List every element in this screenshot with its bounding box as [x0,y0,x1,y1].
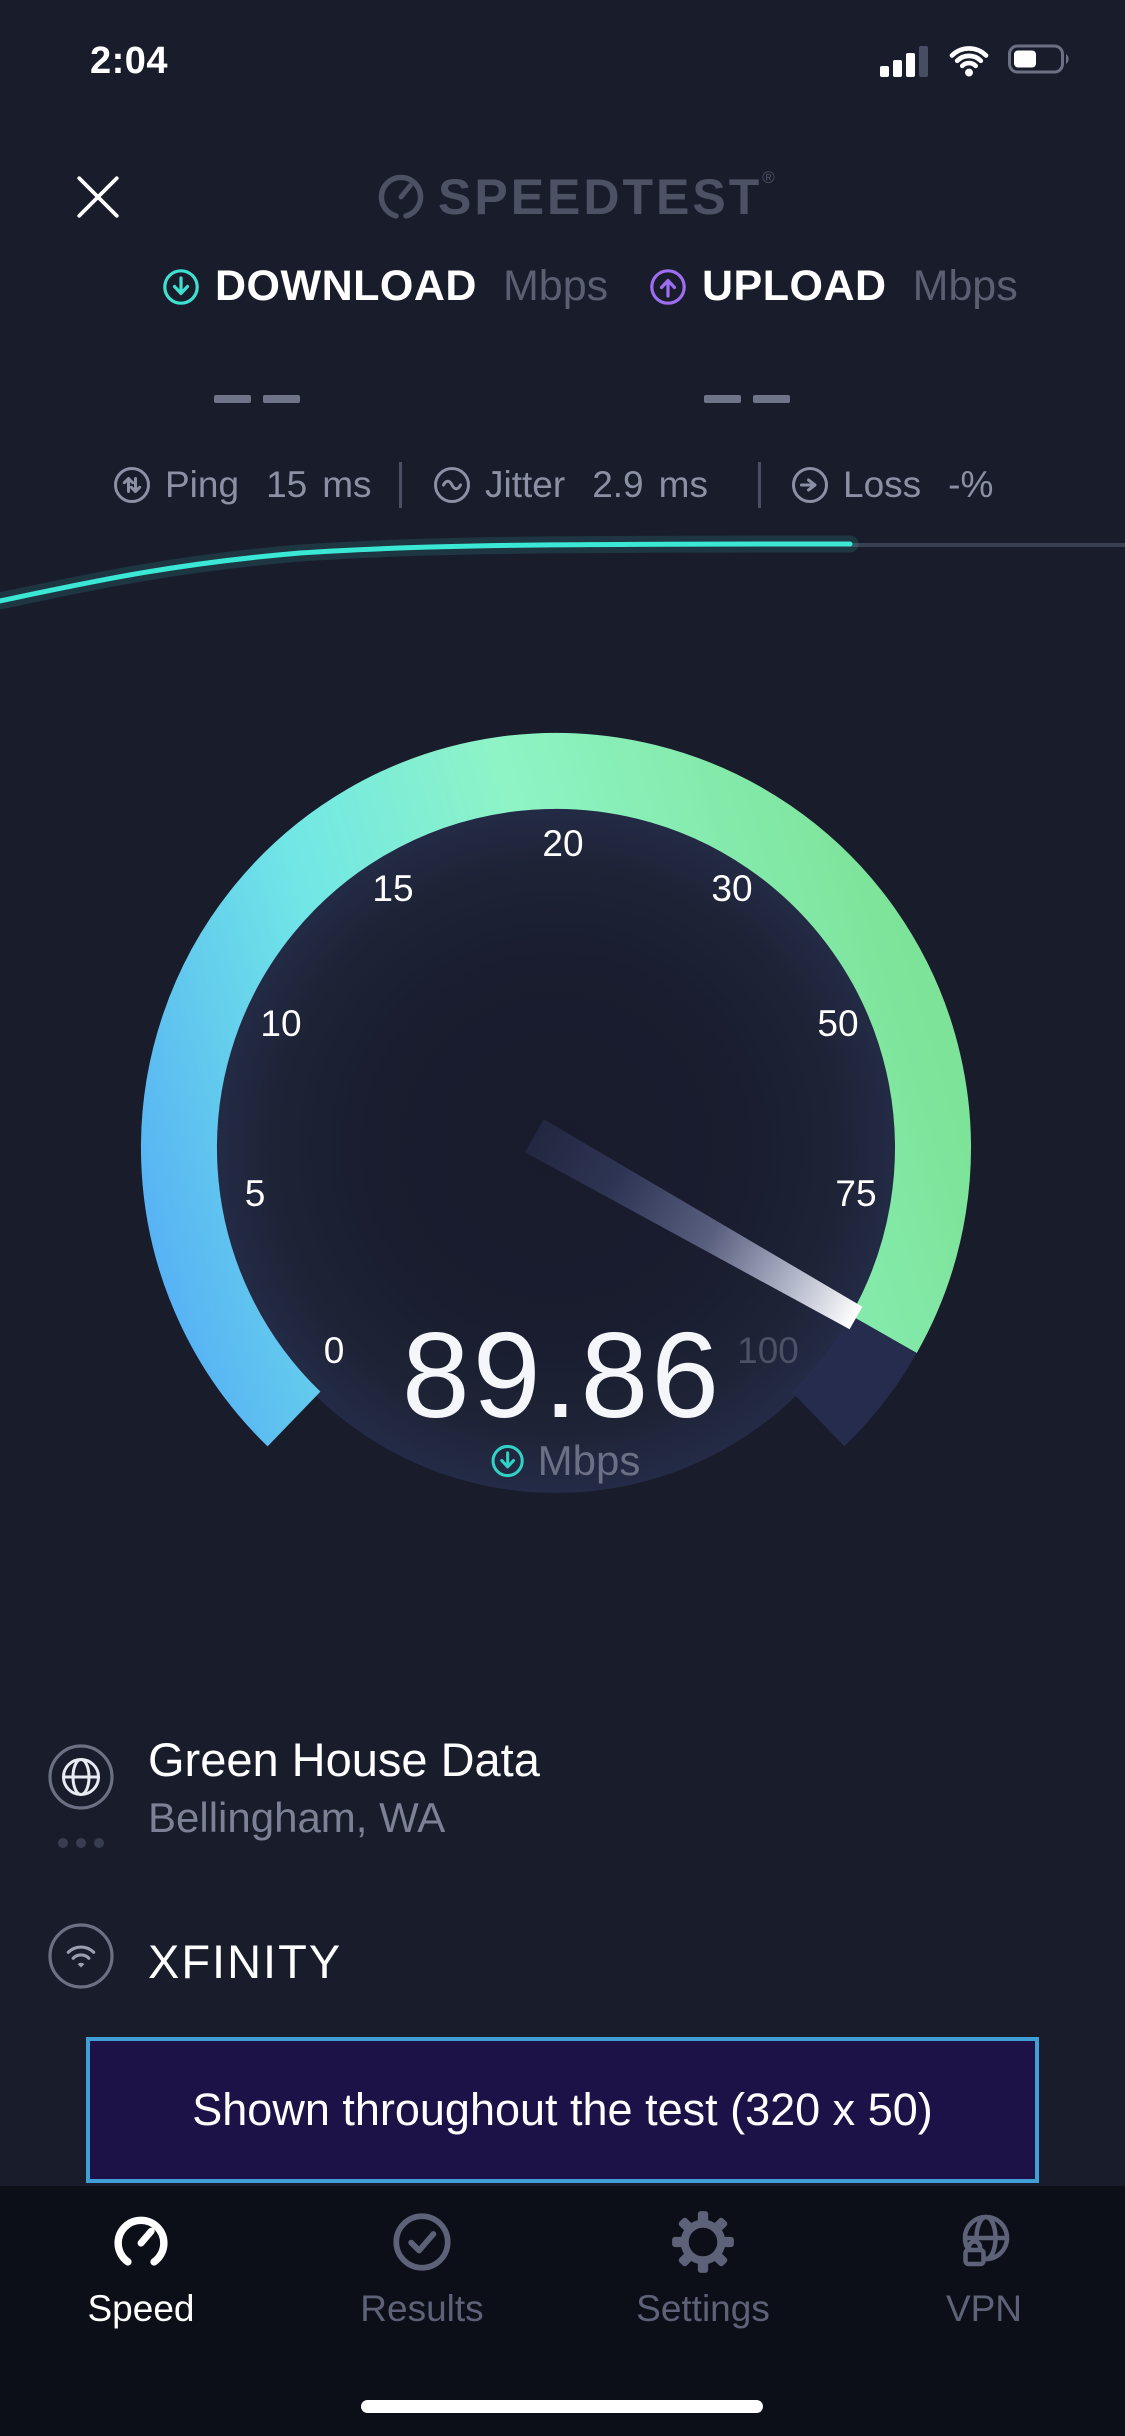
connection-ssid: XFINITY [148,1935,343,1988]
download-label: DOWNLOAD [215,262,477,310]
status-time: 2:04 [90,40,169,82]
current-speed-unit: Mbps [537,1437,641,1484]
jitter-value: 2.9 [592,464,644,505]
tab-settings-label: Settings [636,2288,770,2329]
loss-label: Loss [843,464,922,505]
jitter-stat: Jitter 2.9 ms [432,462,708,508]
results-check-icon [393,2213,451,2271]
cellular-signal-icon [880,46,928,77]
download-arrow-icon [491,1444,524,1478]
home-indicator[interactable] [361,2400,763,2413]
speed-gauge-icon [114,2216,168,2270]
gauge-scale-50: 50 [817,1003,859,1044]
gauge-needle [524,1119,863,1330]
loss-value: -% [948,464,994,505]
download-value-placeholder [214,395,300,403]
wifi-connection-icon [48,1923,114,1989]
gauge-scale-20: 20 [542,823,584,864]
gauge-scale-10: 10 [260,1003,302,1044]
download-arrow-icon [163,268,199,305]
server-location: Bellingham, WA [148,1794,446,1841]
stat-divider [399,462,402,508]
tab-vpn[interactable]: VPN [874,2210,1094,2330]
tab-results-label: Results [360,2288,484,2329]
ad-banner[interactable]: Shown throughout the test (320 x 50) [86,2037,1039,2183]
loss-stat: Loss -% [790,462,993,508]
tab-speed-label: Speed [87,2288,195,2329]
tab-settings[interactable]: Settings [593,2210,813,2330]
current-speed-value: 89.86 [401,1307,723,1443]
upload-arrow-icon [650,268,686,305]
gauge-remainder-arc [791,1314,917,1447]
ping-label: Ping [165,464,240,505]
ad-banner-text: Shown throughout the test (320 x 50) [192,2084,933,2135]
upload-value-placeholder [704,395,790,403]
stat-divider [758,462,761,508]
jitter-unit: ms [658,464,708,505]
jitter-icon [434,467,470,503]
speedtest-logo-gauge-icon [378,174,424,220]
live-speed-sparkline [0,535,1125,610]
gauge-scale-100: 100 [737,1330,799,1371]
tab-results[interactable]: Results [312,2210,532,2330]
gauge-scale-15: 15 [372,868,414,909]
jitter-label: Jitter [485,464,566,505]
server-more-ellipsis-icon[interactable] [58,1838,104,1848]
trademark-symbol: ® [762,168,775,187]
gauge-scale-0: 0 [323,1330,345,1371]
close-icon[interactable] [74,173,122,221]
download-header: DOWNLOAD Mbps [161,262,608,311]
speed-gauge [140,732,971,1493]
gauge-scale-5: 5 [244,1173,266,1214]
tab-vpn-label: VPN [945,2288,1023,2329]
globe-icon [48,1744,114,1810]
tab-speed[interactable]: Speed [31,2210,251,2330]
current-speed-unit-row: Mbps [490,1437,641,1485]
logo-wordmark: SPEEDTEST® [438,168,775,225]
loss-icon [792,467,828,503]
wifi-status-icon [949,46,989,77]
upload-label: UPLOAD [702,262,887,310]
server-row[interactable] [46,1742,116,1817]
ping-unit: ms [322,464,372,505]
gauge-scale-75: 75 [835,1173,877,1214]
connection-row [46,1921,116,1996]
download-unit: Mbps [502,262,609,310]
gauge-scale-30: 30 [711,868,753,909]
battery-icon [1008,44,1069,74]
vpn-globe-lock-icon [962,2214,1010,2267]
ping-value: 15 [266,464,308,505]
upload-header: UPLOAD Mbps [648,262,1018,311]
server-name: Green House Data [148,1733,540,1786]
gauge-progress-arc [140,732,971,1447]
ping-icon [114,467,150,503]
tab-bar [0,2186,1125,2436]
speedtest-logo: SPEEDTEST® [376,168,775,226]
upload-unit: Mbps [912,262,1018,310]
settings-gear-icon [672,2211,734,2273]
ping-stat: Ping 15 ms [112,462,372,508]
